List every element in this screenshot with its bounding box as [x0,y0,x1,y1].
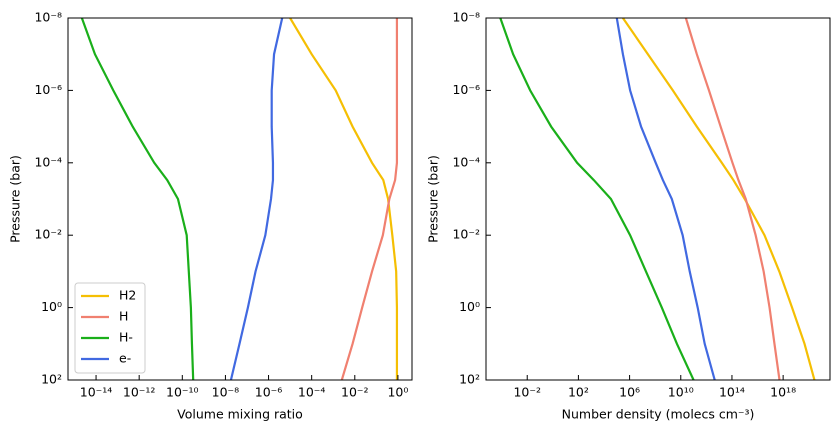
x-tick-label: 10⁻⁴ [298,385,326,400]
x-tick-label: 10⁻² [513,385,541,400]
x-tick-label: 10⁻² [341,385,369,400]
legend-label: H2 [119,288,136,303]
y-tick-label: 10⁻⁸ [452,10,480,25]
x-tick-label: 10⁻⁸ [212,385,240,400]
y-tick-label: 10⁻⁴ [34,154,62,169]
axes-frame [67,17,413,381]
y-tick-label: 10⁻⁶ [452,82,480,97]
y-tick-label: 10⁰ [459,299,480,314]
x-tick-label: 10⁻¹⁰ [166,385,199,400]
legend-label: H- [119,330,133,345]
data-line [340,18,399,380]
y-tick-label: 10⁻² [34,227,62,242]
y-tick-label: 10² [459,372,480,387]
x-tick-label: 10⁰ [387,385,408,400]
x-tick-label: 10¹⁰ [668,385,694,400]
legend-box [74,282,146,374]
x-tick-label: 10¹⁸ [770,385,796,400]
y-tick-label: 10⁻² [452,227,480,242]
x-axis-label: Volume mixing ratio [177,407,303,422]
legend-label: H [119,309,128,324]
data-line [80,18,195,380]
data-line [621,18,816,380]
x-tick-label: 10² [568,385,589,400]
y-tick-label: 10⁻⁴ [452,154,480,169]
y-axis-label: Pressure (bar) [8,155,23,243]
data-line [499,18,695,380]
x-tick-label: 10⁻¹² [123,385,156,400]
x-tick-label: 10¹⁴ [719,385,745,400]
x-tick-label: 10⁻¹⁴ [80,385,113,400]
y-tick-label: 10⁻⁶ [34,82,62,97]
legend-label: e- [119,351,131,366]
data-line [289,18,399,380]
data-line [684,18,781,380]
axes-frame [485,17,831,381]
x-tick-label: 10⁻⁶ [255,385,283,400]
y-tick-label: 10² [41,372,62,387]
data-line [229,18,284,380]
data-line [615,18,716,380]
y-tick-label: 10⁻⁸ [34,10,62,25]
y-axis-label: Pressure (bar) [426,155,441,243]
x-tick-label: 10⁶ [619,385,640,400]
y-tick-label: 10⁰ [41,299,62,314]
x-axis-label: Number density (molecs cm⁻³) [562,407,755,422]
